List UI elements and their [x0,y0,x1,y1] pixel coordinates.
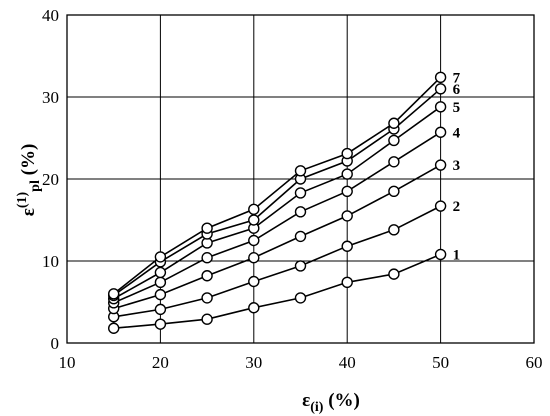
x-tick-label: 60 [526,353,543,372]
series-2-point [248,275,260,288]
y-tick-label: 40 [42,6,59,25]
series-1-point [434,248,447,261]
series-1-point [201,313,213,325]
y-tick-label: 30 [42,88,59,107]
series-2-point [434,200,447,212]
series-2-label: 2 [453,199,461,215]
y-tick-label: 10 [42,252,59,271]
series-4-point [388,156,400,168]
series-3-line [113,164,441,310]
series-1-label: 1 [453,247,461,263]
series-4-point [434,126,447,138]
series-5-point [341,168,353,180]
series-7-point [201,222,213,234]
series-6-point [248,214,260,226]
series-5-label: 5 [453,100,461,116]
series-7-point [434,71,447,84]
series-1-point [294,292,307,304]
series-4-label: 4 [453,125,461,141]
series-4-point [201,252,213,264]
series-7-point [248,203,260,216]
series-1-point [154,318,167,330]
series-3-point [434,159,447,171]
series-5-point [434,101,447,113]
series-7-point [294,165,307,177]
series-5-line [113,106,442,300]
series-3-point [248,252,260,264]
series-6-line [113,88,442,297]
series-7-label: 7 [453,70,461,86]
x-tick-label: 40 [339,353,356,372]
series-6-point [434,83,447,95]
series-4-point [154,276,167,289]
y-axis-label: ε(1)pl (%) [15,144,43,217]
series-2-point [201,292,213,304]
series-1-point [341,276,353,289]
series-3-point [388,185,400,198]
series-1-point [248,302,260,314]
series-7-line [113,76,442,295]
series-2-point [341,240,353,252]
series-4-line [113,131,442,304]
series-7-point [107,288,120,300]
series-6-label: 6 [453,82,461,98]
series-3-point [341,210,353,222]
series-7-point [388,117,400,129]
series-3-point [154,288,167,301]
series-2-point [388,224,400,236]
series-1-point [107,322,120,334]
x-tick-label: 30 [245,353,262,372]
x-tick-label: 50 [432,353,449,372]
series-1-line [113,253,441,329]
series-4-point [341,185,353,198]
series-7-point [341,147,353,160]
series-5-point [154,266,167,279]
series-3-point [294,230,307,243]
series-layer: 1 2 3 4 5 67 [107,70,461,334]
series-1-point [388,268,400,280]
series-4-point [294,206,307,218]
series-5-point [294,187,307,199]
x-axis-label: ε(i) (%) [302,390,360,415]
series-7-point [154,251,167,263]
series-5-point [388,134,400,147]
series-2-line [113,205,441,318]
series-4-point [248,234,260,247]
series-3-point [201,270,213,282]
x-tick-label: 20 [152,353,169,372]
series-2-point [154,303,167,316]
series-2-point [294,260,307,272]
y-tick-label: 0 [51,334,60,353]
x-tick-label: 10 [59,353,76,372]
y-tick-label: 20 [42,170,59,189]
plot-frame [66,14,535,344]
series-3-label: 3 [453,158,461,174]
